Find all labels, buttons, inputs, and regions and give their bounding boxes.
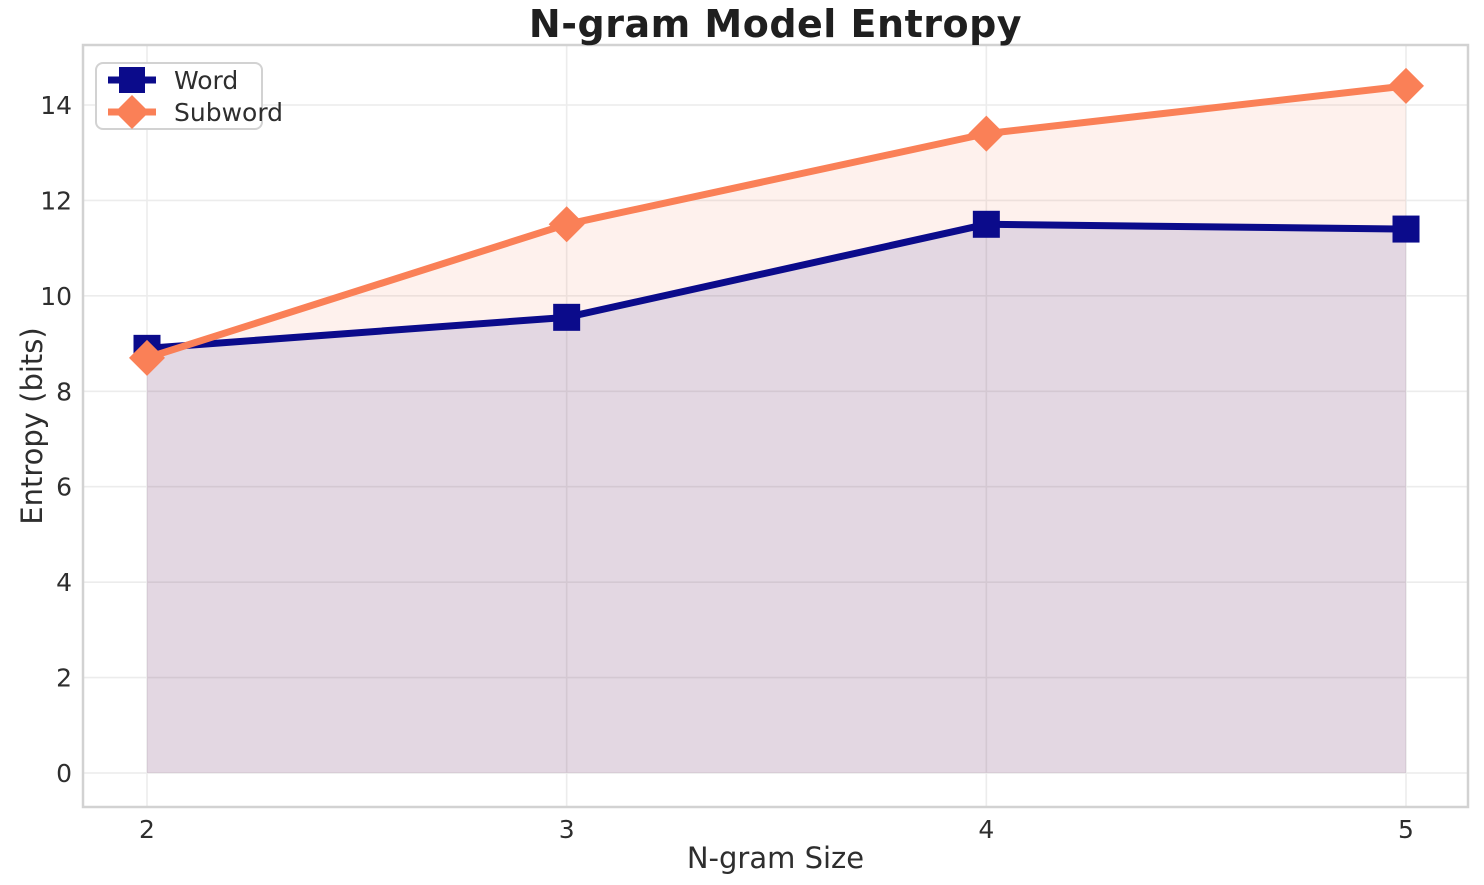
legend: Word Subword [95,62,283,130]
diamond-marker-subword [129,339,165,376]
diamond-marker-subword [1388,67,1425,104]
diamond-marker-subword [968,115,1005,152]
y-tick-label: 8 [56,377,72,406]
legend-square-marker-icon [119,67,145,93]
legend-subword-marker-icon [108,95,156,129]
x-tick-label: 3 [559,815,575,844]
legend-label-word: Word [174,65,239,95]
square-marker-word [1392,215,1420,243]
square-marker-word [553,303,581,331]
y-tick-label: 14 [40,91,72,120]
chart-title: N-gram Model Entropy [528,2,1023,46]
plot-background [83,45,1468,807]
y-tick-label: 12 [40,186,72,215]
area-fill-word [147,224,1407,773]
x-tick-label: 5 [1398,815,1414,844]
y-tick-label: 2 [56,664,72,693]
legend-item-word: Word [104,64,261,96]
legend-word-marker-icon [108,67,156,93]
y-tick-label: 0 [56,759,72,788]
square-marker-word [972,210,1000,238]
y-tick-label: 4 [56,568,72,597]
x-tick-label: 2 [139,815,155,844]
y-tick-label: 10 [40,282,72,311]
axes-spines [81,43,1470,809]
y-tick-label: 6 [56,473,72,502]
legend-diamond-marker-icon [115,95,149,129]
x-tick-label: 4 [978,815,994,844]
y-axis-label: Entropy (bits) [15,327,49,525]
series-line-subword [145,82,1407,362]
legend-label-subword: Subword [174,97,284,127]
x-axis-label: N-gram Size [686,841,865,875]
series-line-word [146,220,1407,352]
diamond-marker-subword [548,206,585,243]
legend-item-subword: Subword [104,95,283,129]
